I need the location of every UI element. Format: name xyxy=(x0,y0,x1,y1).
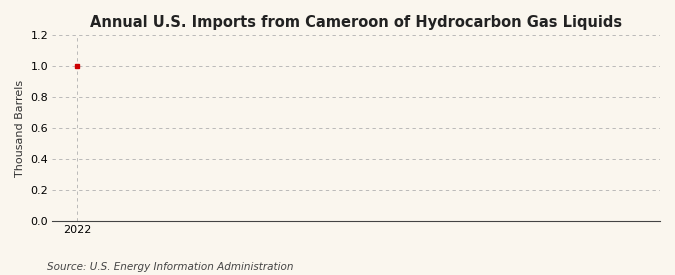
Y-axis label: Thousand Barrels: Thousand Barrels xyxy=(15,80,25,177)
Title: Annual U.S. Imports from Cameroon of Hydrocarbon Gas Liquids: Annual U.S. Imports from Cameroon of Hyd… xyxy=(90,15,622,30)
Text: Source: U.S. Energy Information Administration: Source: U.S. Energy Information Administ… xyxy=(47,262,294,272)
